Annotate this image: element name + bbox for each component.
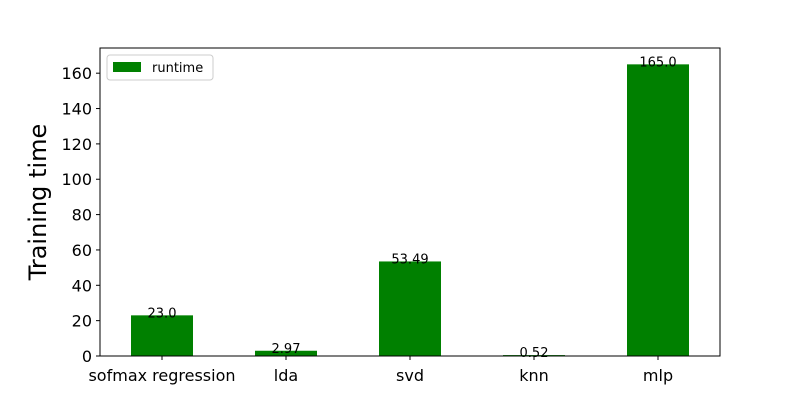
x-tick-label: lda xyxy=(274,366,298,385)
y-tick-label: 100 xyxy=(61,170,92,189)
y-axis-label: Training time xyxy=(24,124,52,282)
bar-value-labels: 23.0 2.97 53.49 0.52 165.0 xyxy=(148,55,677,361)
legend-box xyxy=(106,54,214,81)
x-axis-ticks: sofmax regression lda svd knn mlp xyxy=(88,356,673,385)
y-tick-label: 120 xyxy=(61,135,92,154)
legend: runtime xyxy=(106,54,214,81)
bar-lda xyxy=(255,350,317,356)
bar-mlp xyxy=(627,64,689,357)
x-tick-label: svd xyxy=(396,366,424,385)
bars xyxy=(131,64,689,357)
bar-value-label: 23.0 xyxy=(148,306,177,321)
bar-svd xyxy=(379,261,441,356)
bar-sofmax-regression xyxy=(131,315,193,356)
y-tick-label: 40 xyxy=(72,276,92,295)
bar-value-label: 53.49 xyxy=(391,252,428,267)
legend-swatch xyxy=(113,62,141,72)
x-tick-label: sofmax regression xyxy=(88,366,235,385)
y-tick-label: 140 xyxy=(61,100,92,119)
x-tick-label: knn xyxy=(519,366,549,385)
y-tick-label: 0 xyxy=(82,347,92,366)
y-tick-label: 80 xyxy=(72,206,92,225)
bar-value-label: 0.52 xyxy=(520,346,549,361)
y-tick-label: 60 xyxy=(72,241,92,260)
bar-value-label: 165.0 xyxy=(639,55,676,70)
y-axis-ticks: 0 20 40 60 80 100 120 140 160 xyxy=(61,64,100,366)
x-tick-label: mlp xyxy=(643,366,673,385)
legend-label: runtime xyxy=(152,61,203,76)
bar-value-label: 2.97 xyxy=(272,342,301,357)
y-tick-label: 20 xyxy=(72,312,92,331)
y-tick-label: 160 xyxy=(61,64,92,83)
